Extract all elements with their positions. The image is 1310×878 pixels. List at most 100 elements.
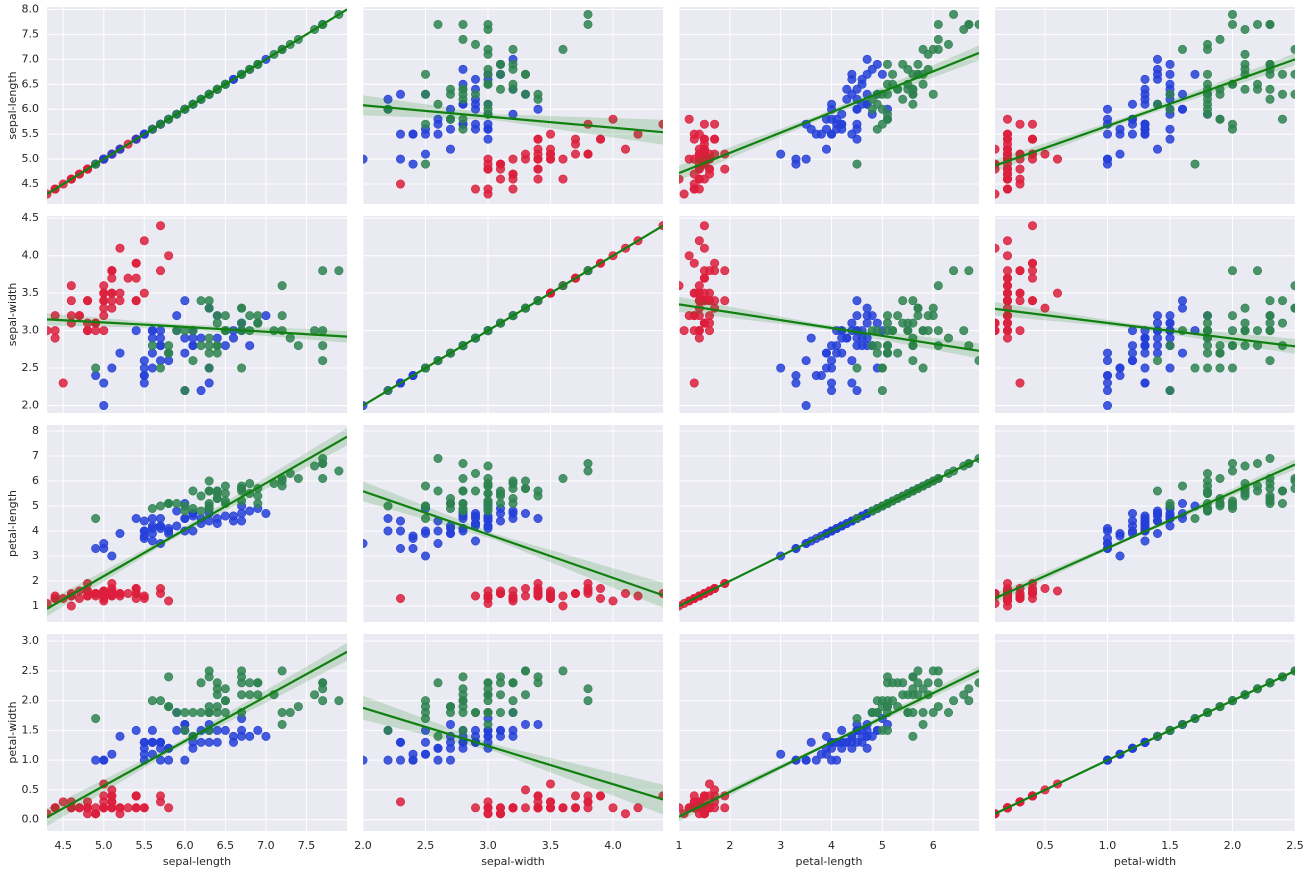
point: [188, 708, 198, 718]
point: [867, 341, 877, 351]
point: [172, 498, 182, 508]
point: [1103, 378, 1113, 388]
regression-line: [995, 463, 1295, 600]
regression-line: [363, 104, 663, 134]
point: [832, 341, 842, 351]
point: [228, 333, 238, 343]
point: [1228, 496, 1238, 506]
point: [508, 678, 518, 688]
point: [156, 333, 166, 343]
regression-line: [995, 58, 1295, 167]
point: [495, 486, 505, 496]
point: [245, 731, 255, 741]
point: [483, 481, 493, 491]
point: [872, 696, 882, 706]
point: [1265, 478, 1275, 488]
point: [115, 588, 125, 598]
point: [196, 296, 206, 306]
point: [470, 39, 480, 49]
point: [852, 311, 862, 321]
point: [395, 154, 405, 164]
point: [458, 702, 468, 712]
x-tick-label: 2.0: [354, 839, 372, 852]
point: [558, 666, 568, 676]
point: [212, 708, 222, 718]
point: [1165, 124, 1175, 134]
point: [458, 34, 468, 44]
point: [908, 99, 918, 109]
point: [595, 583, 605, 593]
point: [832, 119, 842, 129]
point: [882, 311, 892, 321]
point: [83, 326, 93, 336]
x-tick-label: 5.0: [95, 839, 113, 852]
y-tick-label: 4.5: [22, 177, 40, 190]
point: [520, 719, 530, 729]
point: [1178, 498, 1188, 508]
point: [821, 731, 831, 741]
point: [1240, 326, 1250, 336]
point: [533, 491, 543, 501]
y-tick-label: 4.5: [22, 211, 40, 224]
point: [245, 678, 255, 688]
point: [483, 19, 493, 29]
point: [1240, 341, 1250, 351]
point: [458, 672, 468, 682]
point: [705, 266, 715, 276]
point: [928, 708, 938, 718]
point: [83, 797, 93, 807]
point: [1015, 164, 1025, 174]
point: [710, 258, 720, 268]
point: [1128, 508, 1138, 518]
point: [293, 473, 303, 483]
point: [156, 266, 166, 276]
point: [583, 586, 593, 596]
point: [995, 243, 1000, 253]
point: [1278, 114, 1288, 124]
point: [520, 803, 530, 813]
point: [139, 516, 149, 526]
point: [99, 401, 109, 411]
point: [847, 129, 857, 139]
panel: [363, 453, 663, 611]
point: [188, 356, 198, 366]
point: [1228, 9, 1238, 19]
point: [1253, 458, 1263, 468]
point: [1215, 34, 1225, 44]
point: [705, 779, 715, 789]
point: [801, 356, 811, 366]
point: [1165, 79, 1175, 89]
point: [583, 458, 593, 468]
point: [245, 506, 255, 516]
point: [212, 318, 222, 328]
point: [1028, 588, 1038, 598]
point: [470, 104, 480, 114]
point: [898, 690, 908, 700]
point: [91, 326, 101, 336]
y-tick-label: 8.0: [22, 2, 40, 15]
point: [1115, 371, 1125, 381]
point: [1040, 149, 1050, 159]
point: [1165, 311, 1175, 321]
point: [827, 129, 837, 139]
point: [58, 797, 68, 807]
point: [1128, 341, 1138, 351]
point: [1253, 19, 1263, 29]
point: [1190, 513, 1200, 523]
point: [1290, 44, 1295, 54]
x-tick-label: 2.5: [1286, 839, 1304, 852]
point: [131, 791, 141, 801]
point: [445, 702, 455, 712]
point: [50, 593, 60, 603]
point: [220, 511, 230, 521]
point: [1002, 114, 1012, 124]
point: [245, 478, 255, 488]
point: [470, 486, 480, 496]
point: [1178, 348, 1188, 358]
point: [933, 34, 943, 44]
point: [180, 333, 190, 343]
point: [694, 154, 704, 164]
point: [1278, 89, 1288, 99]
point: [107, 586, 117, 596]
point: [1265, 84, 1275, 94]
